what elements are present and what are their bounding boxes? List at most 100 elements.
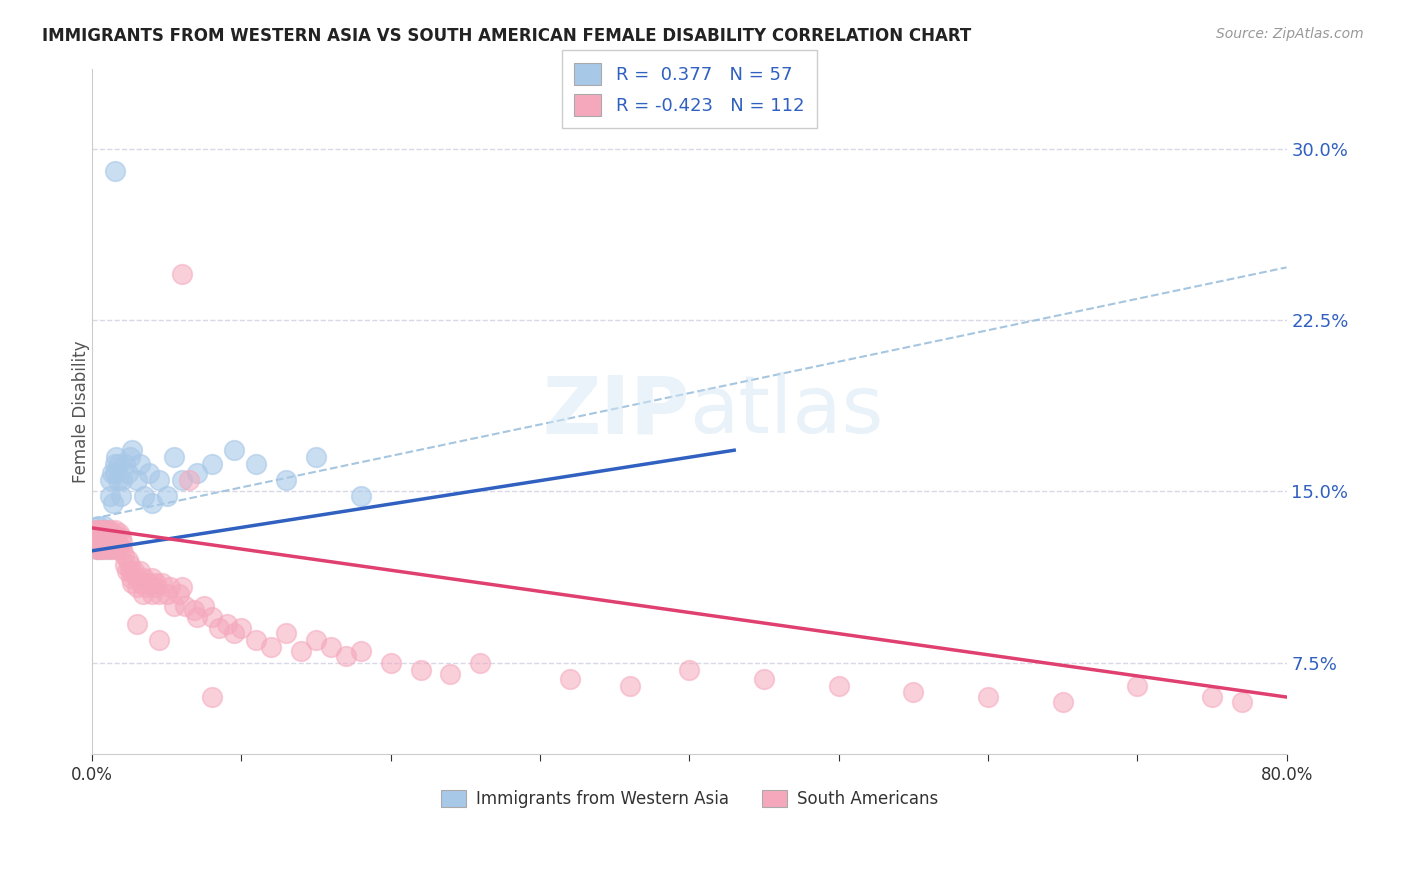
Point [86, 523, 108, 537]
Point [97, 530, 120, 544]
Point [118, 565, 141, 579]
Point [94, 537, 117, 551]
Point [93, 541, 115, 556]
Point [87, 534, 110, 549]
Point [1230, 695, 1253, 709]
Point [439, 667, 461, 681]
Point [100, 541, 122, 556]
Point [107, 473, 129, 487]
Point [93, 534, 115, 549]
Y-axis label: Female Disability: Female Disability [72, 340, 90, 483]
Point [118, 450, 141, 464]
Point [305, 450, 328, 464]
Point [83, 530, 105, 544]
Point [156, 489, 179, 503]
Point [97, 530, 120, 544]
Point [148, 632, 170, 647]
Point [163, 599, 186, 613]
Point [87, 523, 110, 537]
Point [111, 473, 134, 487]
Point [100, 530, 122, 544]
Point [93, 518, 115, 533]
Point [380, 656, 402, 670]
Point [201, 610, 224, 624]
Point [111, 534, 134, 549]
Point [183, 603, 205, 617]
Point [156, 587, 179, 601]
Point [678, 663, 700, 677]
Point [131, 575, 153, 590]
Point [170, 580, 193, 594]
Point [163, 450, 186, 464]
Point [170, 267, 193, 281]
Point [91, 537, 114, 551]
Point [89, 525, 111, 540]
Point [94, 525, 117, 540]
Point [97, 525, 120, 540]
Point [89, 530, 111, 544]
Point [173, 599, 195, 613]
Point [186, 466, 208, 480]
Point [103, 523, 125, 537]
Point [101, 537, 124, 551]
Point [93, 523, 115, 537]
Point [167, 587, 190, 601]
Point [319, 640, 342, 654]
Point [86, 530, 108, 544]
Point [231, 622, 253, 636]
Point [193, 599, 215, 613]
Point [103, 457, 125, 471]
Point [90, 523, 112, 537]
Point [107, 537, 129, 551]
Point [186, 610, 208, 624]
Point [105, 541, 128, 556]
Point [1126, 679, 1149, 693]
Point [121, 575, 143, 590]
Point [97, 541, 120, 556]
Point [96, 534, 118, 549]
Point [179, 473, 201, 487]
Point [91, 530, 114, 544]
Point [101, 525, 124, 540]
Point [96, 523, 118, 537]
Point [145, 575, 167, 590]
Point [125, 580, 148, 594]
Point [828, 679, 851, 693]
Point [148, 473, 170, 487]
Point [84, 523, 107, 537]
Point [112, 549, 135, 563]
Point [208, 622, 231, 636]
Text: atlas: atlas [689, 372, 884, 450]
Point [305, 632, 328, 647]
Point [90, 541, 112, 556]
Point [96, 534, 118, 549]
Point [98, 534, 121, 549]
Point [129, 565, 152, 579]
Point [120, 571, 142, 585]
Point [159, 580, 181, 594]
Point [89, 530, 111, 544]
Point [134, 571, 156, 585]
Point [117, 553, 139, 567]
Point [170, 473, 193, 487]
Point [96, 541, 118, 556]
Point [125, 616, 148, 631]
Point [105, 450, 128, 464]
Point [103, 534, 125, 549]
Text: IMMIGRANTS FROM WESTERN ASIA VS SOUTH AMERICAN FEMALE DISABILITY CORRELATION CHA: IMMIGRANTS FROM WESTERN ASIA VS SOUTH AM… [42, 27, 972, 45]
Point [409, 663, 432, 677]
Point [117, 466, 139, 480]
Point [83, 525, 105, 540]
Point [108, 457, 131, 471]
Point [93, 534, 115, 549]
Point [90, 541, 112, 556]
Point [276, 473, 298, 487]
Point [121, 443, 143, 458]
Point [141, 587, 163, 601]
Point [96, 523, 118, 537]
Point [91, 525, 114, 540]
Point [86, 541, 108, 556]
Point [91, 530, 114, 544]
Point [201, 457, 224, 471]
Point [350, 644, 373, 658]
